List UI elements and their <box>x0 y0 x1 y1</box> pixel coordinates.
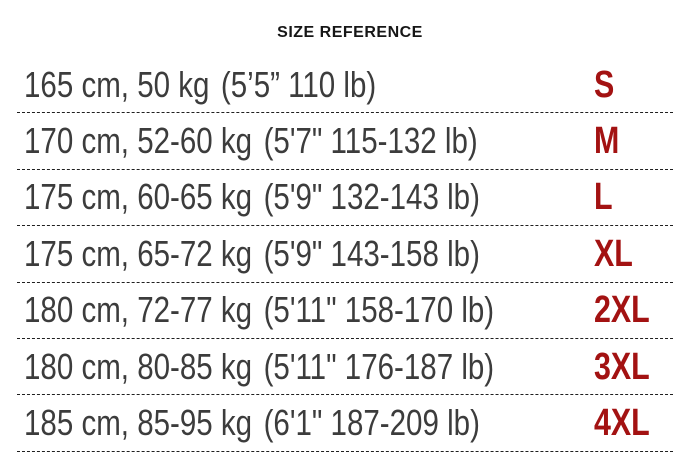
metric-spec: 180 cm, 72-77 kg <box>24 289 253 331</box>
size-row: 180 cm, 80-85 kg (5'11" 176-187 lb) 3XL <box>17 339 673 396</box>
metric-spec: 175 cm, 65-72 kg <box>24 232 253 274</box>
size-specs: 165 cm, 50 kg (5’5” 110 lb) <box>24 64 376 106</box>
imperial-spec: (6'1" 187-209 lb) <box>263 402 480 444</box>
size-row: 185 cm, 85-95 kg (6'1" 187-209 lb) 4XL <box>17 395 673 452</box>
size-specs: 185 cm, 85-95 kg (6'1" 187-209 lb) <box>24 402 480 444</box>
page-title: SIZE REFERENCE <box>277 24 423 41</box>
size-row: 175 cm, 60-65 kg (5'9" 132-143 lb) L <box>17 170 673 227</box>
size-label-column: M <box>594 122 626 160</box>
size-label-column: 2XL <box>594 291 664 329</box>
size-specs: 175 cm, 65-72 kg (5'9" 143-158 lb) <box>24 233 480 275</box>
size-specs: 180 cm, 80-85 kg (5'11" 176-187 lb) <box>24 346 494 388</box>
size-row: 165 cm, 50 kg (5’5” 110 lb) S <box>17 57 673 114</box>
size-label: L <box>594 176 613 219</box>
size-reference-page: SIZE REFERENCE 165 cm, 50 kg (5’5” 110 lb… <box>0 24 700 470</box>
imperial-spec: (5'11" 176-187 lb) <box>263 345 495 387</box>
size-label: 4XL <box>594 402 650 445</box>
metric-spec: 180 cm, 80-85 kg <box>24 345 253 387</box>
metric-spec: 175 cm, 60-65 kg <box>24 176 253 218</box>
imperial-spec: (5'11" 158-170 lb) <box>263 289 495 331</box>
metric-spec: 170 cm, 52-60 kg <box>24 120 253 162</box>
size-row: 170 cm, 52-60 kg (5'7" 115-132 lb) M <box>17 113 673 170</box>
imperial-spec: (5'9" 132-143 lb) <box>263 176 480 218</box>
imperial-spec: (5’5” 110 lb) <box>220 63 377 105</box>
metric-spec: 185 cm, 85-95 kg <box>24 402 253 444</box>
size-row: 175 cm, 65-72 kg (5'9" 143-158 lb) XL <box>17 226 673 283</box>
size-table: 165 cm, 50 kg (5’5” 110 lb) S 170 cm, 52-… <box>17 57 673 452</box>
size-label-column: 3XL <box>594 348 664 386</box>
size-label: 2XL <box>594 289 650 332</box>
size-label-column: S <box>594 66 619 104</box>
size-label: 3XL <box>594 345 650 388</box>
size-label: M <box>594 120 620 163</box>
imperial-spec: (5'7" 115-132 lb) <box>263 120 478 162</box>
size-label: XL <box>594 232 633 275</box>
size-label-column: 4XL <box>594 404 664 442</box>
size-row: 180 cm, 72-77 kg (5'11" 158-170 lb) 2XL <box>17 283 673 339</box>
size-label: S <box>594 63 615 106</box>
size-specs: 175 cm, 60-65 kg (5'9" 132-143 lb) <box>24 176 480 218</box>
size-label-column: L <box>594 178 617 216</box>
imperial-spec: (5'9" 143-158 lb) <box>263 232 480 274</box>
size-label-column: XL <box>594 235 643 273</box>
size-specs: 180 cm, 72-77 kg (5'11" 158-170 lb) <box>24 289 494 331</box>
size-specs: 170 cm, 52-60 kg (5'7" 115-132 lb) <box>24 120 478 162</box>
metric-spec: 165 cm, 50 kg <box>24 63 210 105</box>
